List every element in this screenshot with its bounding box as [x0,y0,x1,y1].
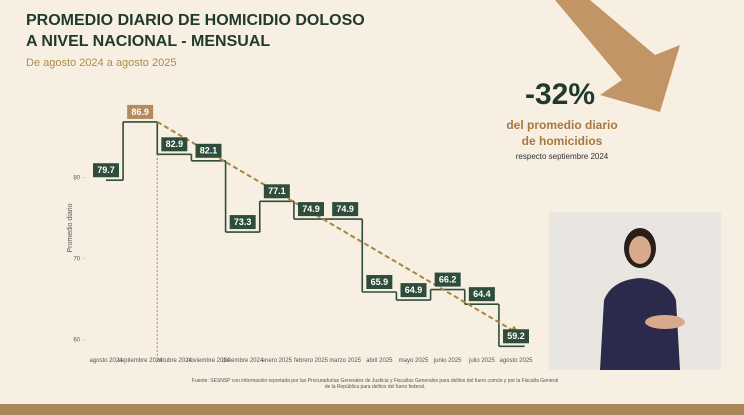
value-label: 74.9 [336,204,354,214]
x-tick-label: mayo 2025 [398,358,429,364]
x-tick-label: marzo 2025 [329,358,361,364]
callout-text: del promedio diario [506,118,617,132]
x-tick-label: diciembre 2024 [222,358,264,364]
interpreter-video [549,212,721,370]
value-label: 74.9 [302,204,320,214]
value-label-box [503,329,529,344]
y-tick-label: 80 [73,175,80,181]
x-tick-label: agosto 2025 [499,358,533,364]
x-tick-label: junio 2025 [433,358,462,364]
value-label: 77.1 [268,186,286,196]
value-label-box [298,202,324,217]
value-label-box [468,287,495,302]
x-tick-label: febrero 2025 [293,358,329,364]
title-line: PROMEDIO DIARIO DE HOMICIDIO DOLOSO [26,12,365,29]
y-tick-label: 70 [73,256,80,262]
value-label-box [263,184,290,199]
value-label: 66.2 [439,274,457,284]
callout-text: de homicidios [522,134,603,148]
x-tick-label: enero 2025 [261,358,293,364]
decor-arrow [555,0,680,112]
trend-line [156,121,517,334]
callout-text: respecto septiembre 2024 [516,152,609,161]
title-line: A NIVEL NACIONAL - MENSUAL [26,33,270,50]
value-label-box [229,215,256,230]
callout-value: -32% [525,78,595,111]
value-label-box [161,137,188,152]
bottom-band [0,404,744,415]
value-label-box [332,202,359,217]
y-tick-label: 60 [73,337,80,343]
value-label-box [195,143,222,158]
value-label: 65.9 [371,277,389,287]
x-tick-label: septiembre 2024 [117,358,163,364]
source-note: Fuente: SESNSP con información reportada… [191,378,559,390]
value-label: 64.9 [405,285,423,295]
value-label: 73.3 [234,217,252,227]
x-tick-label: octubre 2024 [156,358,192,364]
value-label: 82.1 [200,146,218,156]
value-label-box [400,283,427,298]
value-label-box [434,272,461,287]
x-tick-label: noviembre 2024 [186,358,231,364]
value-label-box [93,163,119,178]
x-tick-label: abril 2025 [366,358,393,364]
value-label: 79.7 [97,165,115,175]
value-label: 59.2 [507,331,525,341]
subtitle: De agosto 2024 a agosto 2025 [26,57,176,69]
value-label: 64.4 [473,289,491,299]
value-label-box [127,104,154,119]
value-label: 82.9 [166,139,184,149]
y-axis-label: Promedio diario [67,203,74,252]
value-label-box [366,275,393,290]
x-tick-label: julio 2025 [468,358,495,364]
x-tick-label: agosto 2024 [89,358,123,364]
value-label: 86.9 [131,107,149,117]
